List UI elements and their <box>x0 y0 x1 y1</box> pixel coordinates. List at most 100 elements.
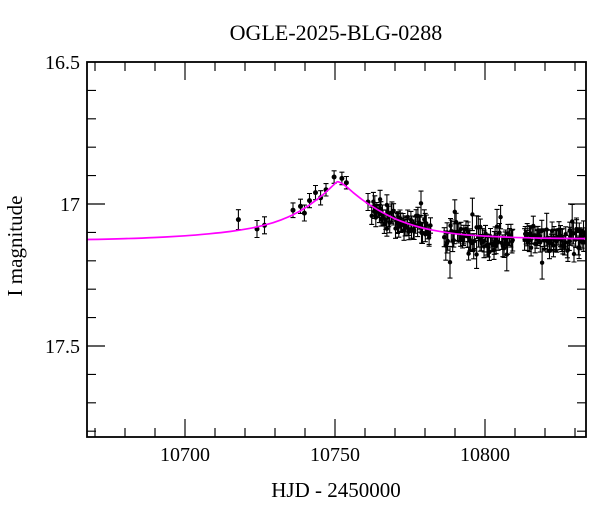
data-point <box>505 242 510 247</box>
data-point <box>428 223 433 228</box>
data-point <box>452 209 457 214</box>
data-point <box>393 226 398 231</box>
data-point <box>491 247 497 252</box>
data-point <box>378 206 384 211</box>
x-tick-label: 10800 <box>460 444 510 466</box>
data-point <box>382 221 387 227</box>
data-point <box>571 231 576 236</box>
data-point <box>445 238 450 244</box>
data-point <box>565 247 571 253</box>
data-point <box>539 260 545 265</box>
data-point <box>442 235 447 240</box>
data-point <box>339 175 345 181</box>
data-point <box>313 190 318 196</box>
data-point <box>301 210 307 216</box>
y-axis-label: I magnitude <box>3 196 27 297</box>
data-points <box>235 174 586 265</box>
data-point <box>497 230 502 235</box>
data-point <box>384 226 390 231</box>
data-point <box>422 217 427 222</box>
data-point <box>481 238 487 244</box>
data-point <box>486 245 491 250</box>
data-point <box>487 249 492 255</box>
data-point <box>408 217 414 223</box>
data-point <box>465 229 471 234</box>
x-axis-label: HJD - 2450000 <box>271 478 401 502</box>
x-tick-labels: 10700 10750 10800 <box>160 444 510 466</box>
data-point <box>377 197 383 202</box>
data-point <box>483 231 488 236</box>
data-point <box>505 231 511 236</box>
data-point <box>570 219 575 224</box>
data-point <box>493 243 499 249</box>
data-point <box>415 213 421 218</box>
data-point <box>544 227 549 232</box>
data-point <box>501 246 507 251</box>
y-tick-label: 17 <box>60 194 80 216</box>
data-point <box>498 214 503 220</box>
data-point <box>371 199 376 204</box>
data-point <box>453 219 459 225</box>
data-point <box>290 207 296 213</box>
data-point <box>528 245 534 250</box>
data-point <box>460 237 465 243</box>
data-point <box>447 260 453 265</box>
data-point <box>235 217 241 223</box>
data-point <box>298 203 303 209</box>
data-point <box>549 228 555 233</box>
data-point <box>471 248 476 253</box>
y-tick-label: 16.5 <box>45 52 80 74</box>
data-point <box>577 228 582 233</box>
data-point <box>551 243 556 248</box>
data-point <box>563 232 568 237</box>
data-point <box>470 212 475 217</box>
data-point <box>412 228 417 233</box>
data-point <box>527 238 532 243</box>
data-point <box>384 202 390 208</box>
data-point <box>369 213 374 218</box>
data-point <box>495 239 501 244</box>
tick-marks <box>87 62 586 437</box>
x-tick-label: 10700 <box>160 444 210 466</box>
data-point <box>387 220 392 225</box>
data-point <box>581 239 586 245</box>
data-point <box>426 232 432 238</box>
data-point <box>539 228 544 233</box>
y-tick-label: 17.5 <box>45 336 80 358</box>
model-curve <box>87 180 586 241</box>
data-point <box>405 214 410 220</box>
data-point <box>510 237 515 243</box>
data-point <box>562 244 567 249</box>
data-point <box>472 238 477 244</box>
data-point <box>385 210 390 215</box>
data-point <box>466 251 471 256</box>
data-point <box>424 221 429 226</box>
data-point <box>448 223 453 228</box>
data-point <box>397 215 403 221</box>
data-point <box>307 198 312 204</box>
data-point <box>571 251 577 257</box>
data-point <box>451 238 456 243</box>
data-point <box>391 208 396 214</box>
data-point <box>383 217 388 222</box>
data-point <box>554 239 559 244</box>
data-point <box>458 226 464 232</box>
data-point <box>538 240 543 245</box>
data-point <box>537 233 542 239</box>
data-point <box>494 224 500 229</box>
data-point <box>504 252 509 257</box>
data-point <box>532 241 538 246</box>
axis-ticks <box>87 62 586 437</box>
data-point <box>474 252 479 257</box>
data-point <box>478 224 483 230</box>
data-point <box>581 230 586 235</box>
data-point <box>418 222 423 227</box>
data-point <box>373 215 378 220</box>
y-tick-labels: 16.5 17 17.5 <box>45 52 80 358</box>
data-point <box>418 201 424 206</box>
data-point <box>576 245 582 250</box>
data-point <box>547 248 552 254</box>
data-point <box>343 180 349 186</box>
